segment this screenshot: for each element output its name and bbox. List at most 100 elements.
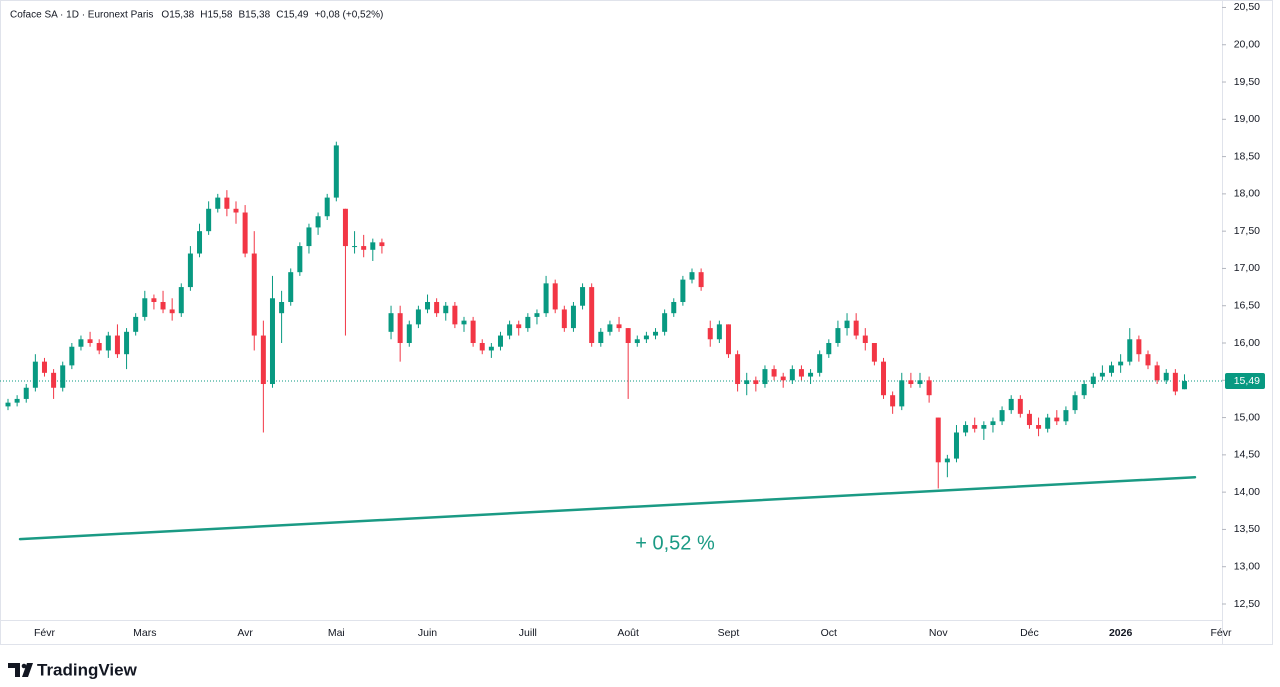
logo-dot [21, 663, 27, 669]
candle-body [1099, 372, 1105, 377]
candle-body [160, 301, 166, 310]
candle-body [443, 305, 449, 314]
candle-body [543, 283, 549, 314]
header-value: 15,49 [283, 10, 308, 21]
candle-body [780, 376, 786, 381]
candle-body [926, 380, 932, 396]
header: Coface SA · 1D · Euronext Paris O 15,38 H 1… [10, 10, 383, 21]
candle-body [78, 339, 84, 347]
y-tick-label: 20,50 [1234, 1, 1260, 13]
y-tick-label: 19,50 [1234, 76, 1260, 88]
candle-body [735, 354, 741, 385]
x-tick-label: Août [617, 627, 639, 639]
x-tick-label: 2026 [1109, 627, 1133, 639]
candle-body [361, 246, 367, 250]
x-tick-label: Mars [133, 627, 156, 639]
candle-body [507, 324, 513, 336]
candle-body [269, 298, 275, 385]
candle-body [206, 208, 212, 232]
y-tick-label: 18,50 [1234, 150, 1260, 162]
candle-body [516, 324, 522, 329]
candle-body [5, 402, 11, 407]
candle-body [716, 324, 722, 340]
candle-body [151, 298, 157, 302]
x-tick-label: Juin [418, 627, 437, 639]
candle-body [133, 316, 139, 332]
candle-body [1154, 365, 1160, 381]
x-tick-label: Avr [237, 627, 253, 639]
candle-body [881, 361, 887, 396]
candle-body [69, 346, 75, 366]
candle-body [1145, 354, 1151, 366]
y-tick-label: 14,00 [1234, 486, 1260, 498]
candle-body [662, 313, 668, 332]
candle-body [944, 458, 950, 463]
candle-body [808, 372, 814, 377]
x-tick-label: Sept [718, 627, 740, 639]
candle-body [552, 283, 558, 310]
candle-body [169, 309, 175, 314]
candle-body [999, 410, 1005, 422]
candle-body [397, 313, 403, 344]
header-value: 15,58 [207, 10, 232, 21]
candle-body [616, 324, 622, 329]
candle-body [178, 287, 184, 314]
candle-body [789, 369, 795, 381]
header-label: O [161, 10, 169, 21]
candle-body [479, 343, 485, 351]
y-tick-label: 17,50 [1234, 225, 1260, 237]
candle-body [899, 380, 905, 407]
y-tick-label: 12,50 [1234, 598, 1260, 610]
candle-body [981, 425, 987, 429]
candle-body [580, 287, 586, 306]
candle-body [862, 335, 868, 344]
candle-body [653, 331, 659, 336]
y-tick-label: 18,00 [1234, 188, 1260, 200]
candle-body [570, 305, 576, 329]
candle-body [826, 343, 832, 355]
candle-body [406, 324, 412, 344]
candle-body [142, 298, 148, 317]
candle-body [434, 301, 440, 314]
candle-body [598, 331, 604, 344]
candle-body [497, 335, 503, 347]
candle-body [388, 313, 394, 332]
candle-body [525, 316, 531, 329]
candle-body [1127, 339, 1133, 362]
header-value: 15,38 [245, 10, 270, 21]
candle-body [707, 328, 713, 340]
candle-body [1181, 381, 1187, 390]
candle-body [917, 380, 923, 385]
candle-body [634, 339, 640, 344]
candle-body [51, 372, 57, 388]
candle-body [1036, 425, 1042, 429]
header-label: H [200, 10, 207, 21]
candle-body [990, 421, 996, 426]
candle-body [260, 335, 266, 385]
x-tick-label: Févr [34, 627, 56, 639]
candle-body [352, 246, 358, 248]
header-label: C [276, 10, 283, 21]
candle-body [233, 208, 239, 213]
brand-logo: TradingView [8, 660, 138, 679]
candle-body [935, 417, 941, 463]
y-tick-label: 17,00 [1234, 262, 1260, 274]
candle-body [324, 197, 330, 217]
candle-body [607, 324, 613, 332]
y-tick-label: 19,00 [1234, 113, 1260, 125]
candle-body [1072, 395, 1078, 411]
candle-body [370, 242, 376, 250]
candle-body [461, 320, 467, 325]
candle-body [817, 354, 823, 373]
candle-body [224, 197, 230, 209]
candle-body [1090, 376, 1096, 385]
candle-body [589, 287, 595, 344]
candle-body [187, 253, 193, 288]
annotation: + 0,52 % [635, 532, 715, 554]
candle-body [725, 324, 731, 355]
last-price-tag [1225, 373, 1265, 390]
candle-body [279, 301, 285, 314]
candle-body [1118, 361, 1124, 366]
